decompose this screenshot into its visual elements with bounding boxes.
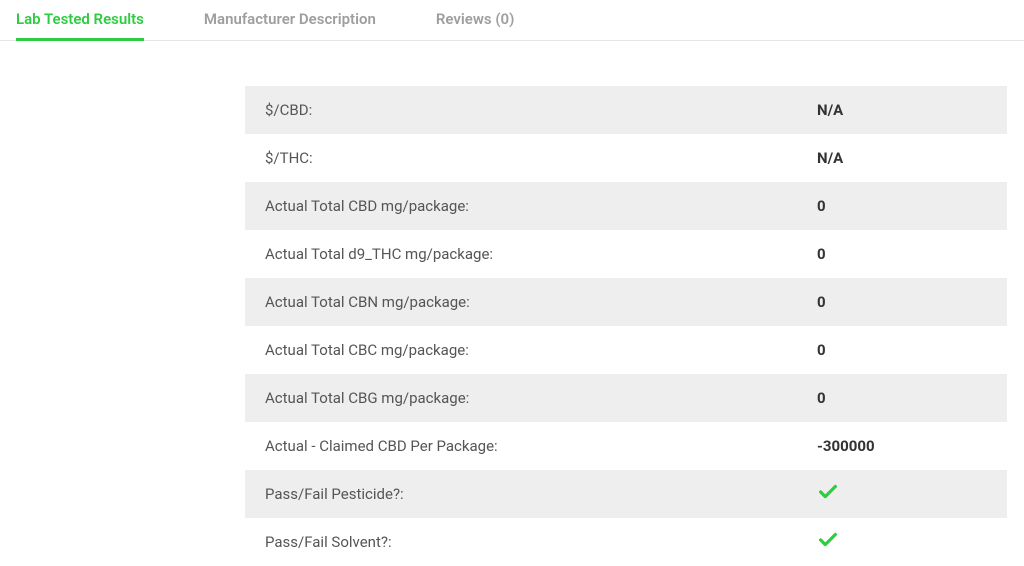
- tab-lab-results[interactable]: Lab Tested Results: [16, 0, 144, 40]
- table-row: Actual Total CBG mg/package: 0: [245, 374, 1007, 422]
- row-value: 0: [817, 341, 987, 359]
- check-icon: [817, 481, 839, 503]
- row-value: -300000: [817, 437, 987, 455]
- row-label: $/CBD:: [265, 101, 817, 119]
- row-label: Actual Total CBN mg/package:: [265, 293, 817, 311]
- table-row: Pass/Fail Solvent?:: [245, 518, 1007, 566]
- tab-bar: Lab Tested Results Manufacturer Descript…: [0, 0, 1024, 41]
- table-row: $/CBD: N/A: [245, 86, 1007, 134]
- row-value: N/A: [817, 149, 987, 167]
- table-row: $/THC: N/A: [245, 134, 1007, 182]
- table-row: Actual - Claimed CBD Per Package: -30000…: [245, 422, 1007, 470]
- lab-results-table: $/CBD: N/A $/THC: N/A Actual Total CBD m…: [0, 41, 1024, 566]
- table-row: Actual Total CBC mg/package: 0: [245, 326, 1007, 374]
- row-label: Actual Total CBD mg/package:: [265, 197, 817, 215]
- row-label: Actual Total d9_THC mg/package:: [265, 245, 817, 263]
- row-label: Actual - Claimed CBD Per Package:: [265, 437, 817, 455]
- row-value: 0: [817, 245, 987, 263]
- tab-reviews[interactable]: Reviews (0): [436, 0, 515, 40]
- tab-manufacturer-description[interactable]: Manufacturer Description: [204, 0, 376, 40]
- row-value: [817, 481, 987, 507]
- check-icon: [817, 529, 839, 551]
- row-value: N/A: [817, 101, 987, 119]
- table-row: Actual Total CBD mg/package: 0: [245, 182, 1007, 230]
- row-label: Actual Total CBC mg/package:: [265, 341, 817, 359]
- row-label: $/THC:: [265, 149, 817, 167]
- row-value: [817, 529, 987, 555]
- row-value: 0: [817, 389, 987, 407]
- row-value: 0: [817, 293, 987, 311]
- row-value: 0: [817, 197, 987, 215]
- row-label: Pass/Fail Solvent?:: [265, 533, 817, 551]
- row-label: Actual Total CBG mg/package:: [265, 389, 817, 407]
- table-row: Actual Total d9_THC mg/package: 0: [245, 230, 1007, 278]
- table-row: Actual Total CBN mg/package: 0: [245, 278, 1007, 326]
- row-label: Pass/Fail Pesticide?:: [265, 485, 817, 503]
- table-row: Pass/Fail Pesticide?:: [245, 470, 1007, 518]
